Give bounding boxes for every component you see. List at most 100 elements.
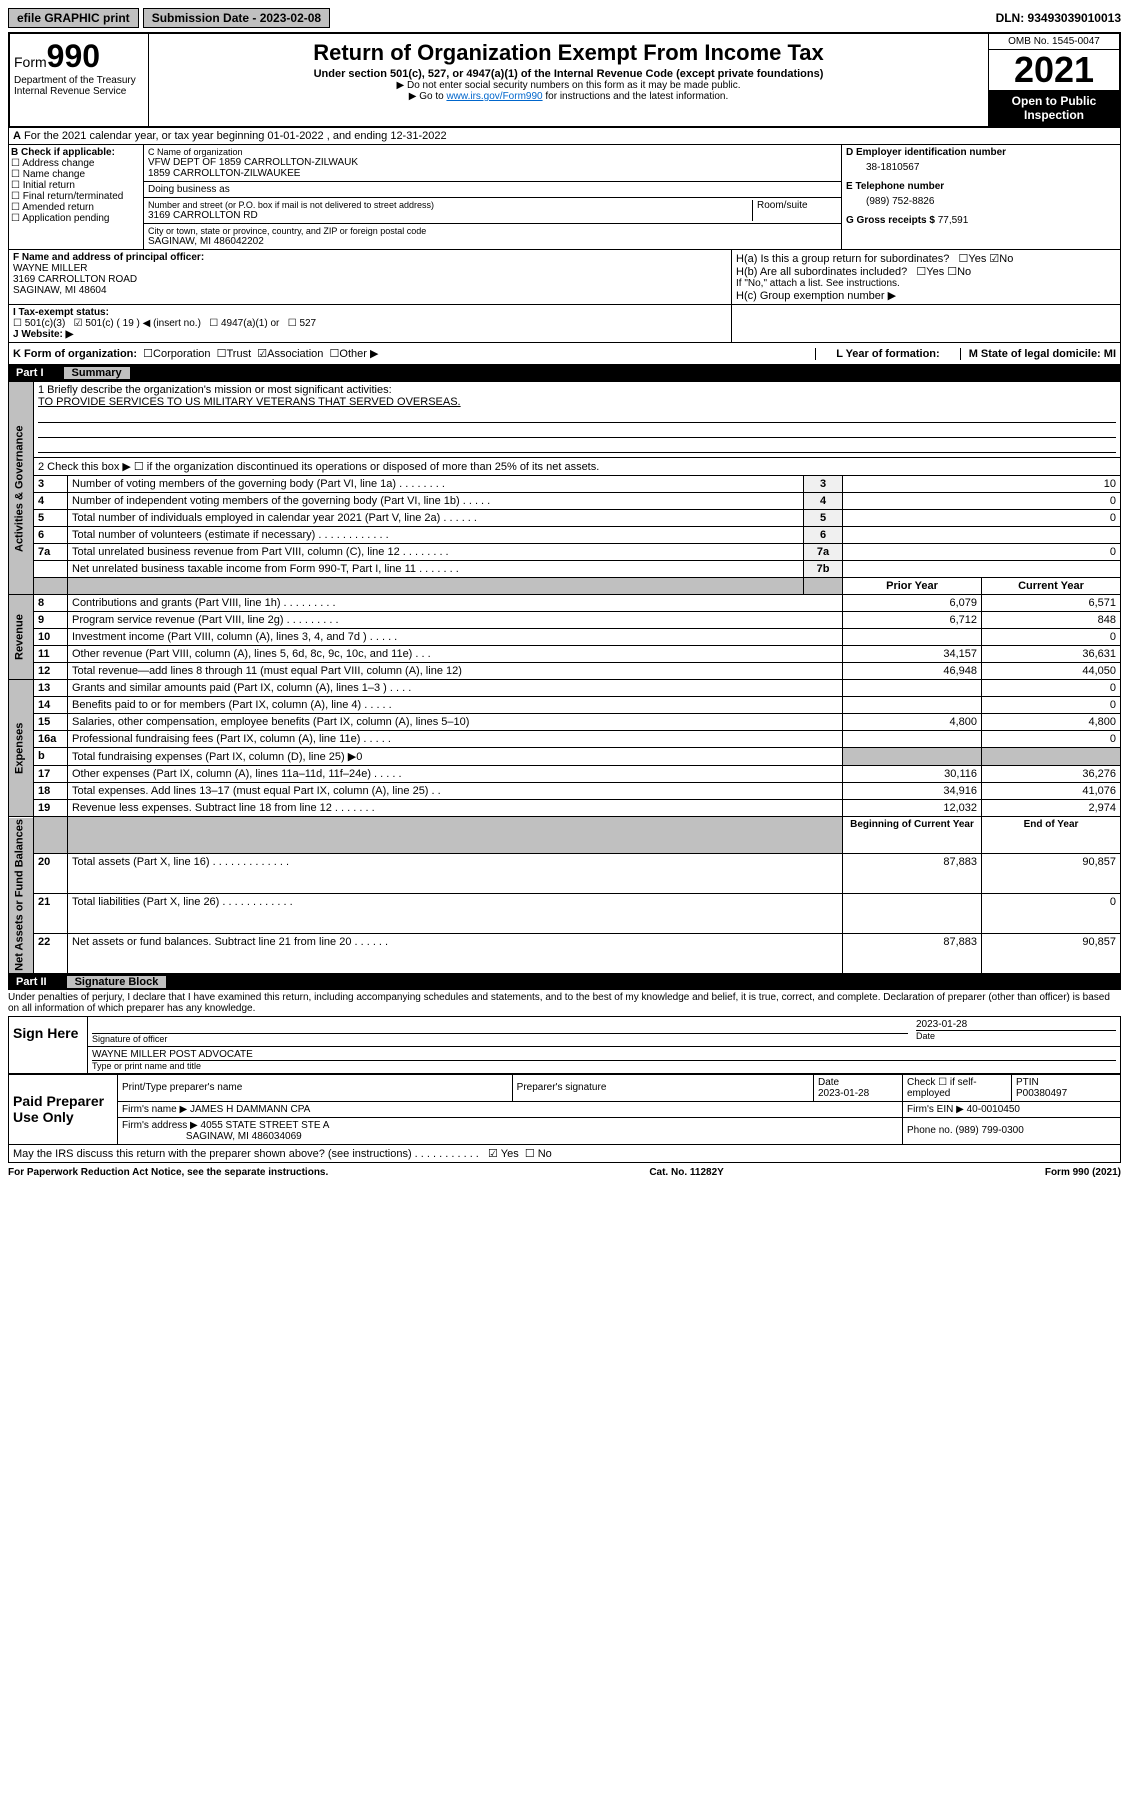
cy-val: 90,857 [982,854,1121,894]
typed-label: Type or print name and title [92,1061,1116,1071]
gross-value: 77,591 [938,215,969,226]
gross-receipts: G Gross receipts $ 77,591 [846,215,1116,226]
bal-row: 20Total assets (Part X, line 16) . . . .… [9,854,1121,894]
briefly-a: TO PROVIDE SERVICES TO US MILITARY VETER… [38,396,1116,408]
cb-final-return[interactable]: ☐ Final return/terminated [11,191,141,202]
line-text: Benefits paid to or for members (Part IX… [68,697,843,714]
cy-val: 0 [982,894,1121,934]
hb-text: H(b) Are all subordinates included? [736,266,907,278]
py-val [843,731,982,748]
discuss-text: May the IRS discuss this return with the… [13,1148,479,1160]
topbar: efile GRAPHIC print Submission Date - 20… [8,8,1121,28]
briefly-cell: 1 Briefly describe the organization's mi… [34,382,1121,458]
opt-4947[interactable]: 4947(a)(1) or [221,318,279,329]
footer-right: Form 990 (2021) [1045,1167,1121,1178]
row-fh: F Name and address of principal officer:… [8,250,1121,305]
cb-initial-return[interactable]: ☐ Initial return [11,180,141,191]
line-text: Total assets (Part X, line 16) . . . . .… [68,854,843,894]
gov-row: 3Number of voting members of the governi… [9,476,1121,493]
firm-addr2: SAGINAW, MI 486034069 [186,1131,302,1142]
cb-lbl: Amended return [22,202,94,213]
line-text: Salaries, other compensation, employee b… [68,714,843,731]
bal-row: 22Net assets or fund balances. Subtract … [9,934,1121,974]
cb-app-pending[interactable]: ☐ Application pending [11,213,141,224]
preparer-name-hdr: Print/Type preparer's name [118,1074,513,1101]
city-row: City or town, state or province, country… [144,224,841,249]
officer-addr2: SAGINAW, MI 48604 [13,285,727,296]
gov-row: 4Number of independent voting members of… [9,493,1121,510]
part2-title: Signature Block [67,976,167,988]
firm-ein-lbl: Firm's EIN ▶ [907,1104,964,1115]
line-text: Net unrelated business taxable income fr… [68,561,804,578]
ssn-note: ▶ Do not enter social security numbers o… [153,80,984,91]
cy-val: 0 [982,731,1121,748]
py-val [843,629,982,646]
line-text: Number of independent voting members of … [68,493,804,510]
col-c: C Name of organization VFW DEPT OF 1859 … [144,145,841,249]
irs-link[interactable]: www.irs.gov/Form990 [446,91,542,102]
opt-corp[interactable]: Corporation [153,348,210,360]
vtab-balances: Net Assets or Fund Balances [9,817,34,974]
firm-addr1: 4055 STATE STREET STE A [201,1120,330,1131]
row-i: I Tax-exempt status: ☐ 501(c)(3) ☑ 501(c… [9,305,731,342]
cy-val: 0 [982,629,1121,646]
rev-row: 11Other revenue (Part VIII, column (A), … [9,646,1121,663]
begin-year-hdr: Beginning of Current Year [843,817,982,854]
irs-label: Internal Revenue Service [14,86,144,97]
line2: 2 Check this box ▶ ☐ if the organization… [34,458,1121,476]
opt-527[interactable]: 527 [299,318,316,329]
hb-row: H(b) Are all subordinates included? ☐Yes… [736,265,1116,278]
block-bcde: B Check if applicable: ☐ Address change … [8,145,1121,250]
rev-row: 10Investment income (Part VIII, column (… [9,629,1121,646]
addr-label: Number and street (or P.O. box if mail i… [148,200,752,210]
exp-row: 16aProfessional fundraising fees (Part I… [9,731,1121,748]
exp-row: 15Salaries, other compensation, employee… [9,714,1121,731]
line-text: Total number of volunteers (estimate if … [68,527,804,544]
cb-amended[interactable]: ☐ Amended return [11,202,141,213]
opt-501c3[interactable]: 501(c)(3) [25,318,66,329]
col-h-ij [731,305,1120,342]
line-val [843,561,1121,578]
bal-row: 21Total liabilities (Part X, line 26) . … [9,894,1121,934]
website-label: J Website: ▶ [13,329,73,340]
exp-row: 19Revenue less expenses. Subtract line 1… [9,800,1121,817]
exp-row: bTotal fundraising expenses (Part IX, co… [9,748,1121,766]
prior-year-hdr: Prior Year [843,578,982,595]
phone-value: (989) 752-8826 [846,192,1116,215]
ein-value: 38-1810567 [846,158,1116,181]
opt-501c[interactable]: 501(c) ( 19 ) ◀ (insert no.) [85,318,201,329]
line-val: 10 [843,476,1121,493]
form-number: Form990 [14,38,144,75]
py-val: 6,079 [843,595,982,612]
col-de: D Employer identification number 38-1810… [841,145,1120,249]
opt-other[interactable]: Other ▶ [339,347,378,360]
tax-exempt-label: I Tax-exempt status: [13,307,109,318]
tax-year-range: For the 2021 calendar year, or tax year … [24,130,447,142]
cb-name-change[interactable]: ☐ Name change [11,169,141,180]
line-val: 0 [843,493,1121,510]
line-text: Revenue less expenses. Subtract line 18 … [68,800,843,817]
org-name-2: 1859 CARROLLTON-ZILWAUKEE [148,168,837,179]
open-public: Open to Public Inspection [989,90,1119,126]
officer-name: WAYNE MILLER [13,263,727,274]
ha-row: H(a) Is this a group return for subordin… [736,252,1116,265]
form-header: Form990 Department of the Treasury Inter… [8,32,1121,128]
org-name-1: VFW DEPT OF 1859 CARROLLTON-ZILWAUK [148,157,837,168]
line-text: Net assets or fund balances. Subtract li… [68,934,843,974]
py-val [843,697,982,714]
opt-assoc[interactable]: Association [267,348,323,360]
gov-row: 5Total number of individuals employed in… [9,510,1121,527]
cy-val: 36,631 [982,646,1121,663]
tax-year: 2021 [989,50,1119,90]
preparer-sig-hdr: Preparer's signature [512,1074,813,1101]
efile-box[interactable]: efile GRAPHIC print [8,8,139,28]
cb-address-change[interactable]: ☐ Address change [11,158,141,169]
officer-label: F Name and address of principal officer: [13,252,727,263]
goto-note: ▶ Go to www.irs.gov/Form990 for instruct… [153,91,984,102]
line-val: 0 [843,510,1121,527]
py-val: 34,916 [843,783,982,800]
self-emp-hdr[interactable]: Check ☐ if self-employed [903,1074,1012,1101]
opt-trust[interactable]: Trust [227,348,252,360]
py-val: 34,157 [843,646,982,663]
h-note: If "No," attach a list. See instructions… [736,278,1116,289]
